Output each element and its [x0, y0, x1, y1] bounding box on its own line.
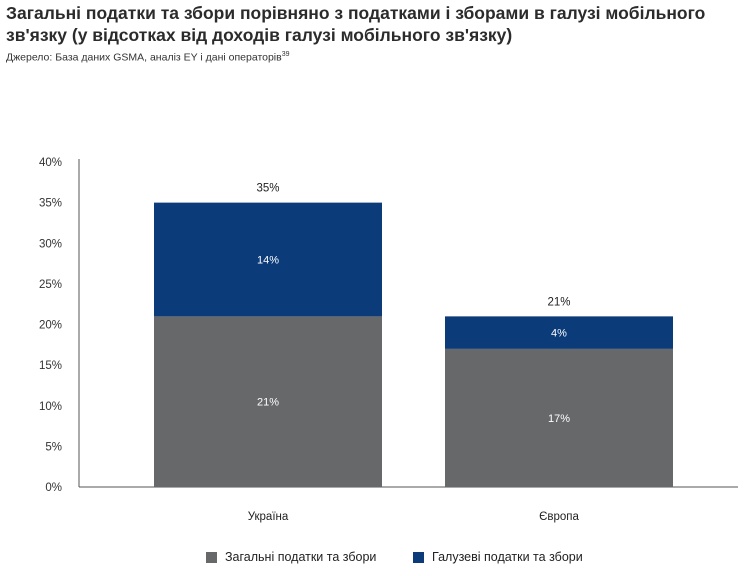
y-tick-label: 10% [39, 401, 62, 413]
legend-swatch-general-taxes [206, 551, 217, 563]
y-tick-label: 20% [39, 320, 62, 332]
y-tick-label: 25% [39, 279, 62, 291]
legend-item-industry-taxes: Галузеві податки та збори [413, 550, 583, 564]
bar-total-label: 21% [547, 296, 570, 308]
legend-item-general-taxes: Загальні податки та збори [206, 550, 376, 564]
source-footnote: 39 [281, 51, 290, 58]
bar-segment [445, 348, 673, 487]
bar-segment-label: 4% [551, 328, 567, 340]
y-tick-label: 30% [39, 238, 62, 250]
legend-label-industry-taxes: Галузеві податки та збори [432, 550, 583, 564]
bar-total-label: 35% [256, 183, 279, 195]
chart-legend: Загальні податки та збори Галузеві подат… [0, 550, 744, 568]
stacked-bar-chart: 0% 5% 10% 15% 20% 25% 30% 35% 40% 21% 14% 35% Україн… [39, 157, 738, 523]
bar-segment [445, 316, 673, 349]
bar-segment [154, 316, 382, 487]
source-text: Джерело: База даних GSMA, аналіз EY і да… [6, 51, 282, 64]
y-tick-label: 35% [39, 198, 62, 210]
x-category-label: Європа [539, 511, 579, 523]
chart-source: Джерело: База даних GSMA, аналіз EY і да… [6, 51, 290, 64]
y-tick-label: 40% [39, 157, 62, 169]
y-tick-label: 0% [45, 482, 62, 494]
bar-segment-label: 17% [548, 413, 570, 425]
y-tick-label: 5% [45, 441, 62, 453]
bar-segment [154, 202, 382, 317]
y-tick-label: 15% [39, 360, 62, 372]
bar-segment-label: 21% [257, 397, 279, 409]
legend-label-general-taxes: Загальні податки та збори [225, 550, 377, 564]
chart-title: Загальні податки та збори порівняно з по… [6, 3, 706, 45]
bar-segment-label: 14% [257, 255, 279, 267]
legend-swatch-industry-taxes [413, 551, 424, 563]
x-category-label: Україна [248, 511, 289, 523]
